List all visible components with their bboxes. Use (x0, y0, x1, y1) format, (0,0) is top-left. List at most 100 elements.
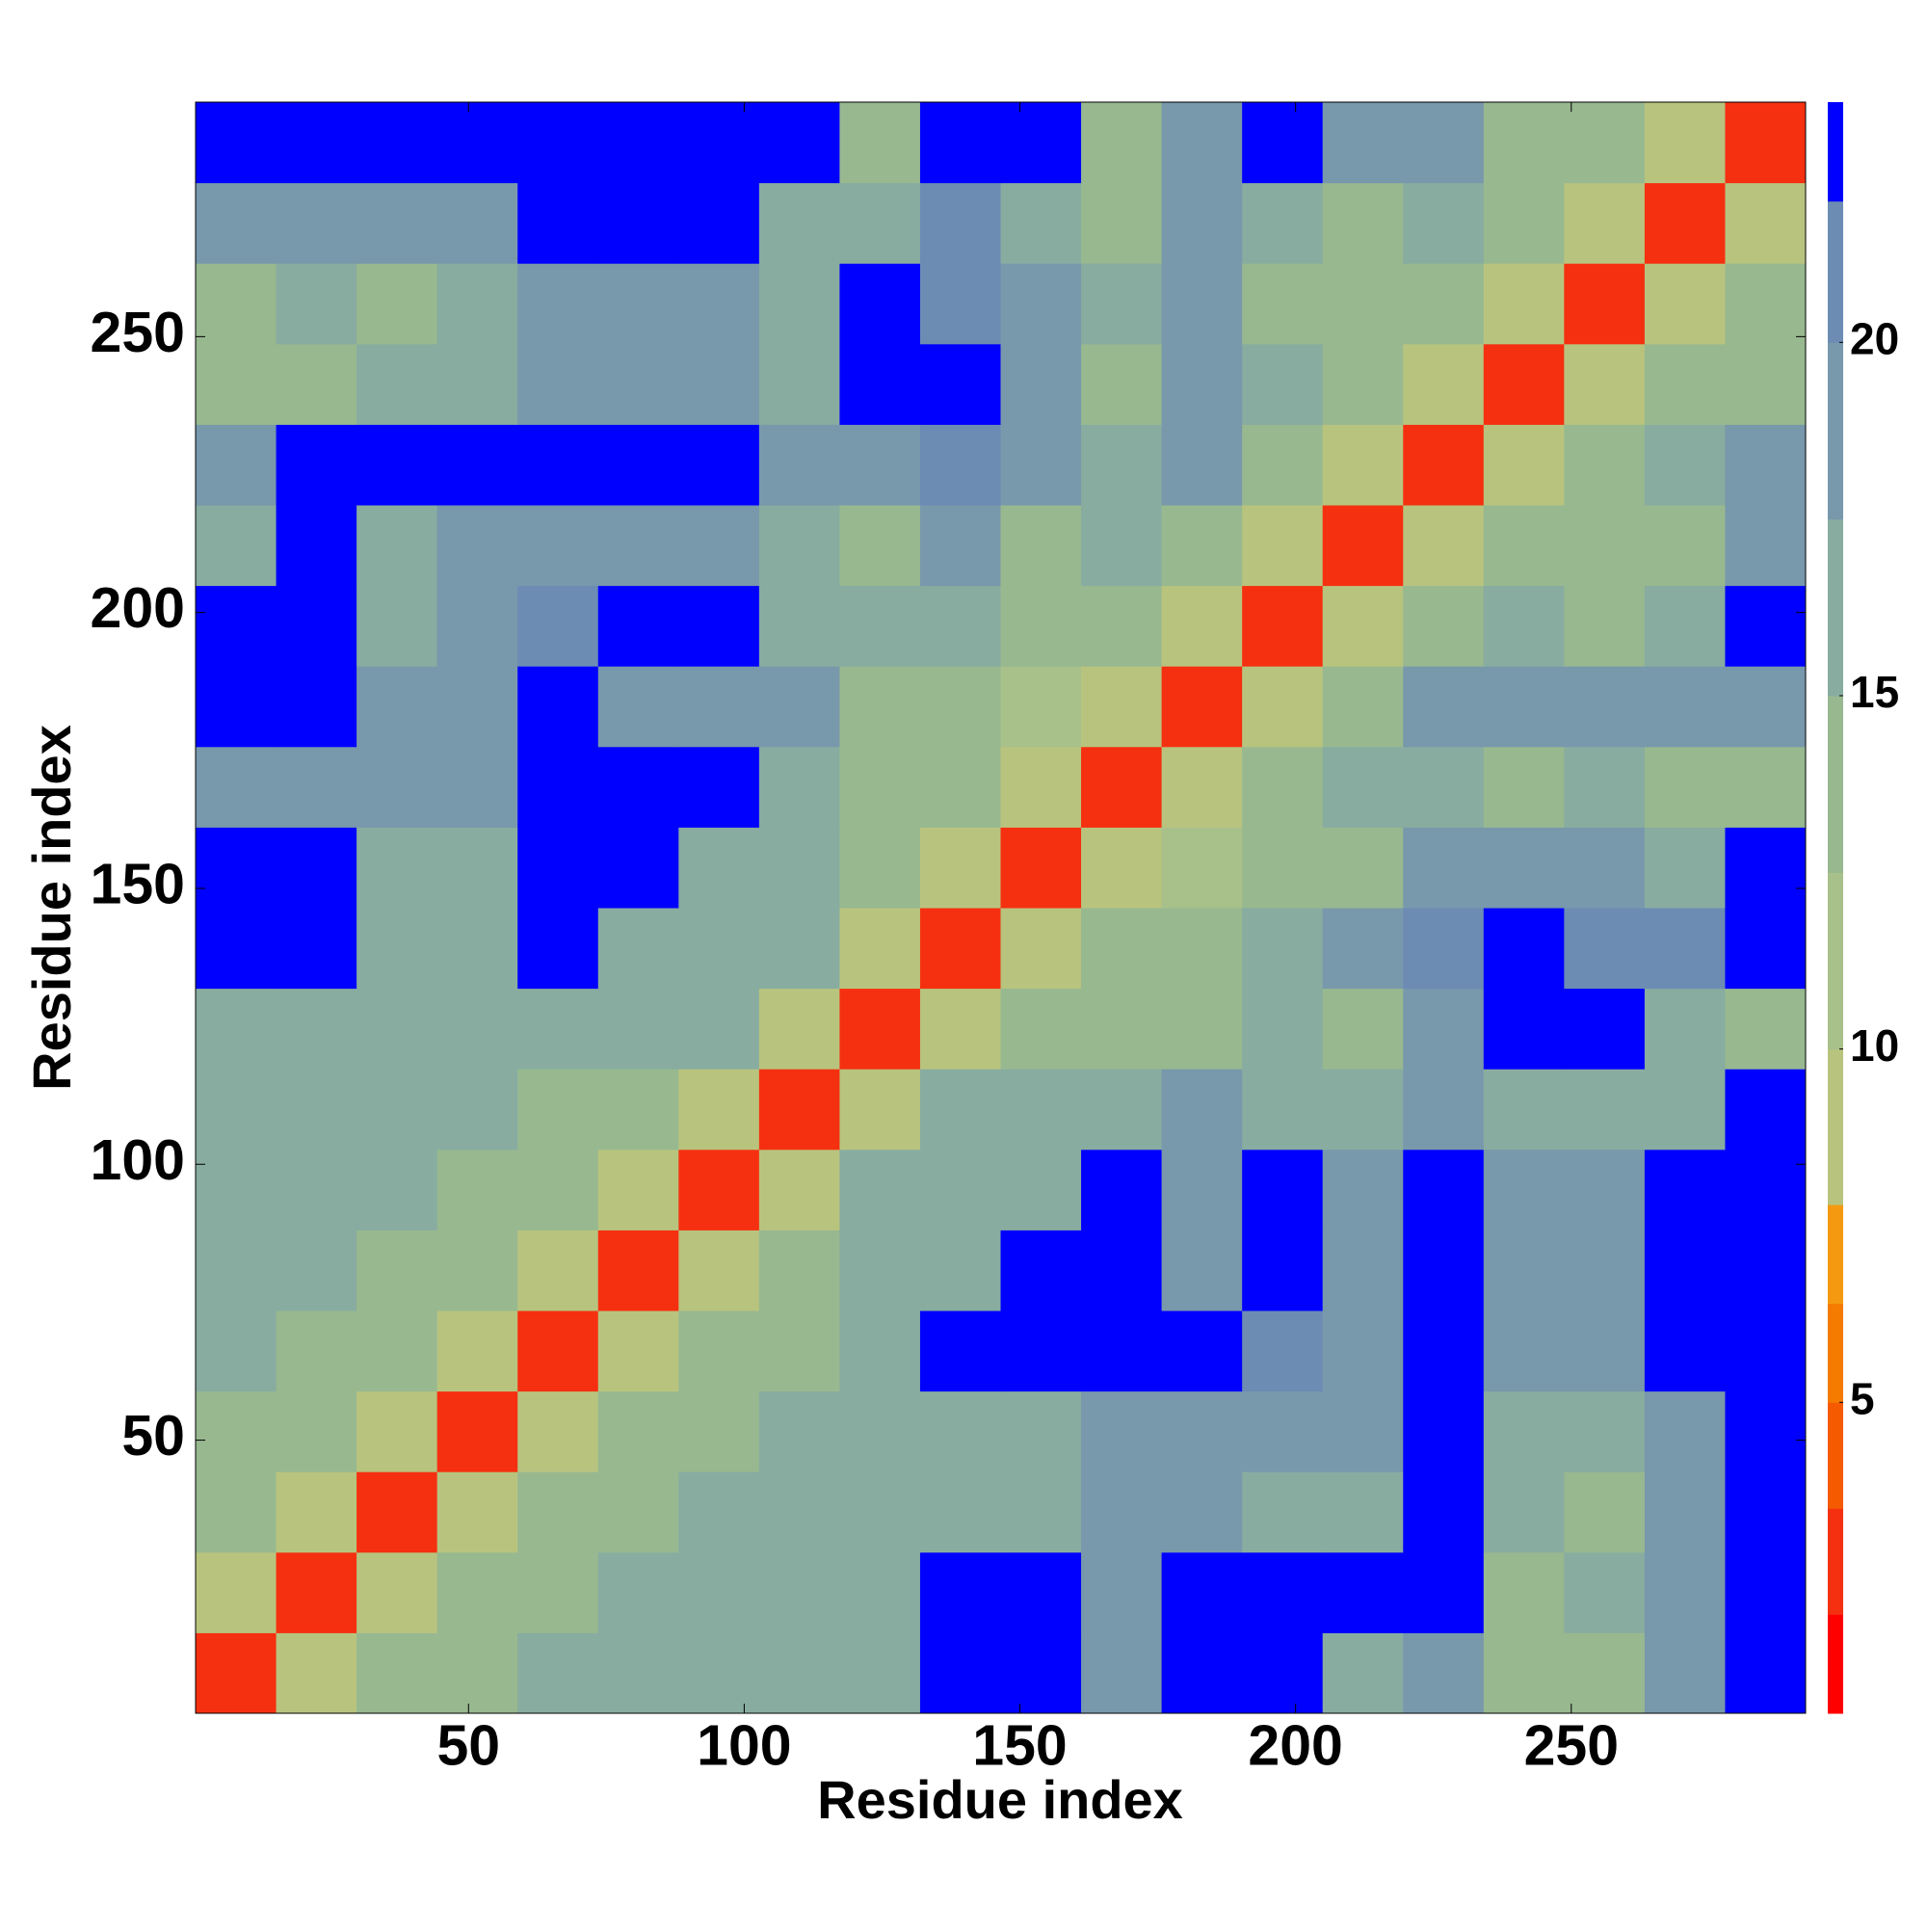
heatmap-cell (196, 746, 277, 828)
heatmap-cell (1725, 102, 1807, 184)
heatmap-cell (919, 1149, 1001, 1231)
heatmap-cell (1725, 424, 1807, 506)
heatmap-cell (1081, 1230, 1163, 1311)
heatmap-cell (1725, 343, 1807, 425)
heatmap-cell (1403, 1310, 1485, 1392)
heatmap-cell (276, 1310, 357, 1392)
heatmap-cell (356, 585, 438, 667)
heatmap-cell (1000, 182, 1082, 264)
heatmap-cell (1000, 585, 1082, 667)
heatmap-cell (1644, 424, 1726, 506)
heatmap-cell (1483, 988, 1565, 1070)
heatmap-cell (1483, 908, 1565, 990)
heatmap-cell (839, 182, 921, 264)
heatmap-cell (1322, 1069, 1404, 1151)
heatmap-cell (678, 1551, 760, 1633)
heatmap-cell (1725, 1069, 1807, 1151)
heatmap-cell (1564, 908, 1646, 990)
heatmap-cell (597, 1551, 679, 1633)
heatmap-cell (1000, 1230, 1082, 1311)
heatmap-cell (276, 1230, 357, 1311)
heatmap-cell (1161, 1551, 1243, 1633)
heatmap-cell (1725, 1390, 1807, 1472)
heatmap-cell (758, 908, 840, 990)
heatmap-cell (1403, 1471, 1485, 1553)
heatmap-cell (1161, 1149, 1243, 1231)
heatmap-cell (597, 746, 679, 828)
heatmap-cell (1242, 988, 1324, 1070)
heatmap-cell (1725, 1230, 1807, 1311)
heatmap-cell (1644, 102, 1726, 184)
heatmap-cell (276, 908, 357, 990)
heatmap-cell (436, 746, 518, 828)
heatmap-cell (1403, 263, 1485, 345)
heatmap-cell (1725, 1310, 1807, 1392)
heatmap-cell (678, 1310, 760, 1392)
heatmap-cell (1483, 666, 1565, 748)
heatmap-cell (597, 1149, 679, 1231)
heatmap-cell (1161, 1310, 1243, 1392)
heatmap-cell (276, 827, 357, 909)
heatmap-cell (517, 505, 599, 587)
heatmap-cell (758, 343, 840, 425)
heatmap-cell (758, 746, 840, 828)
heatmap-cell (1322, 666, 1404, 748)
heatmap-cell (758, 1149, 840, 1231)
colorbar-segment (1828, 872, 1843, 1050)
heatmap-cell (1000, 1390, 1082, 1472)
colorbar-segment (1828, 696, 1843, 873)
heatmap-cell (1483, 827, 1565, 909)
heatmap-cell (1081, 1551, 1163, 1633)
heatmap-cell (1483, 585, 1565, 667)
heatmap-cell (196, 988, 277, 1070)
heatmap-cell (1322, 1230, 1404, 1311)
heatmap-cell (1403, 505, 1485, 587)
heatmap-cell (1000, 1632, 1082, 1714)
heatmap-cell (276, 263, 357, 345)
heatmap-cell (678, 746, 760, 828)
x-tick-label: 100 (697, 1714, 791, 1778)
colorbar-tick-label: 5 (1850, 1373, 1875, 1423)
heatmap-cell (1322, 1149, 1404, 1231)
heatmap-cell (1322, 1390, 1404, 1472)
heatmap-cell (1644, 1390, 1726, 1472)
heatmap-cell (1725, 1632, 1807, 1714)
y-tick-label: 200 (91, 576, 185, 640)
heatmap-cell (919, 746, 1001, 828)
heatmap-cell (678, 666, 760, 748)
heatmap-cell (1161, 827, 1243, 909)
heatmap-cell (276, 1069, 357, 1151)
heatmap-cell (919, 1471, 1001, 1553)
heatmap-cell (1000, 424, 1082, 506)
heatmap-cell (1564, 746, 1646, 828)
heatmap-cell (1483, 424, 1565, 506)
heatmap-cell (1242, 1310, 1324, 1392)
heatmap-cell (1644, 1471, 1726, 1553)
heatmap-cell (1000, 746, 1082, 828)
heatmap-cell (839, 1069, 921, 1151)
heatmap-cell (1725, 666, 1807, 748)
heatmap-cell (1000, 988, 1082, 1070)
heatmap-cell (758, 1471, 840, 1553)
heatmap-cell (517, 1069, 599, 1151)
heatmap-cell (276, 505, 357, 587)
heatmap-cell (436, 1310, 518, 1392)
heatmap-cell (1081, 1149, 1163, 1231)
heatmap-cell (1000, 1149, 1082, 1231)
heatmap-cell (678, 182, 760, 264)
heatmap-cell (1161, 102, 1243, 184)
heatmap-cell (1483, 343, 1565, 425)
heatmap-cell (1403, 343, 1485, 425)
heatmap-cell (1644, 827, 1726, 909)
heatmap-cell (839, 102, 921, 184)
heatmap-cell (597, 1310, 679, 1392)
heatmap-cell (196, 424, 277, 506)
heatmap-cell (1242, 263, 1324, 345)
heatmap-cell (436, 908, 518, 990)
colorbar-segment (1828, 1204, 1843, 1305)
heatmap-cell (196, 1551, 277, 1633)
heatmap-cell (597, 827, 679, 909)
heatmap-cell (678, 424, 760, 506)
heatmap-cell (1161, 263, 1243, 345)
heatmap-cell (196, 1069, 277, 1151)
